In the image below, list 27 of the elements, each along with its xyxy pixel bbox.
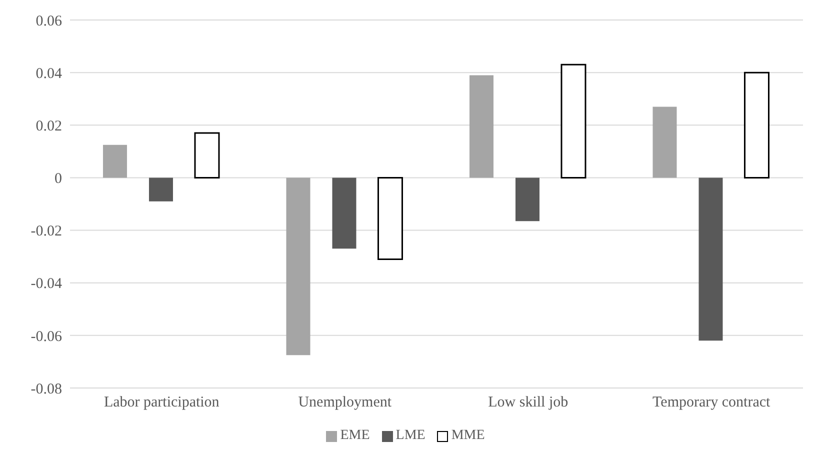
- bar: [560, 64, 586, 178]
- legend-label: MME: [450, 428, 485, 444]
- y-tick-label: 0.06: [36, 13, 62, 30]
- bar: [698, 178, 723, 341]
- y-tick-label: -0.08: [30, 381, 62, 398]
- bar: [652, 106, 677, 178]
- y-tick-label: -0.04: [30, 276, 62, 292]
- bar: [469, 75, 494, 178]
- x-tick-label: Low skill job: [488, 394, 568, 411]
- bar: [194, 132, 220, 178]
- bar: [332, 178, 356, 249]
- x-tick-label: Temporary contract: [652, 394, 772, 411]
- y-tick-label: -0.06: [30, 328, 62, 345]
- legend-label: EME: [339, 428, 370, 444]
- bar: [515, 178, 540, 222]
- x-tick-label: Labor participation: [104, 394, 220, 411]
- legend-label: LME: [394, 428, 426, 444]
- x-tick-label: Unemployment: [298, 394, 392, 411]
- y-tick-label: 0.02: [36, 118, 62, 134]
- y-tick-label: -0.02: [30, 224, 62, 240]
- bar: [744, 72, 770, 178]
- y-tick-label: 0: [54, 171, 62, 188]
- bar: [377, 176, 403, 260]
- bar: [148, 178, 173, 202]
- bar: [286, 178, 310, 356]
- bar: [102, 144, 127, 178]
- y-tick-label: 0.04: [36, 66, 62, 82]
